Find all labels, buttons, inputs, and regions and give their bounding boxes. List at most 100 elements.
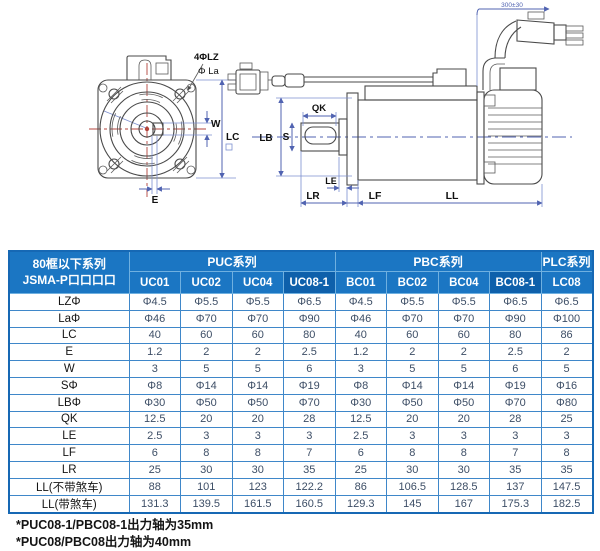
table-cell: 123 — [231, 477, 284, 496]
table-cell: 28 — [489, 410, 542, 429]
table-cell: 147.5 — [540, 477, 594, 496]
series-group-header-1: PBC系列 — [334, 250, 542, 272]
table-cell: Φ50 — [386, 393, 439, 412]
table-cell: 60 — [386, 326, 439, 345]
table-cell: Φ4.5 — [128, 293, 181, 311]
motor-dimension-diagram: 4ΦLZ Φ La W LC E — [89, 2, 584, 207]
table-cell: 30 — [437, 460, 491, 479]
table-cell: Φ90 — [283, 309, 336, 328]
table-cell: 8 — [231, 444, 284, 462]
table-cell: Φ4.5 — [334, 293, 388, 311]
series-header-row: 80框以下系列 JSMA-P口口口口 PUC系列 PBC系列 PLC系列 — [8, 250, 594, 294]
table-cell: Φ46 — [334, 309, 388, 328]
table-cell: 5 — [180, 360, 233, 378]
table-cell: 25 — [128, 460, 181, 479]
table-cell: 1.2 — [128, 343, 181, 362]
table-cell: 35 — [540, 460, 594, 479]
table-cell: 35 — [283, 460, 336, 479]
table-cell: 2 — [540, 343, 594, 362]
dim-label-keyway-offset: E — [152, 195, 159, 206]
flange-square — [97, 79, 197, 179]
table-cell: 7 — [283, 444, 336, 462]
column-header-UC01: UC01 — [128, 271, 181, 294]
table-cell: Φ6.5 — [283, 293, 336, 311]
row-label: LR — [8, 460, 130, 479]
dim-label-shaft-length: LR — [306, 191, 320, 202]
table-cell: 2 — [180, 343, 233, 362]
table-cell: 3 — [386, 427, 439, 446]
table-cell: 182.5 — [540, 494, 594, 514]
table-cell: Φ46 — [128, 309, 181, 328]
row-label: LL(不带煞车) — [8, 477, 130, 496]
table-cell: 8 — [437, 444, 491, 462]
table-cell: 40 — [128, 326, 181, 345]
row-label: LL(带煞车) — [8, 494, 130, 514]
keyway-section — [152, 122, 164, 136]
footnote-shaft-40: *PUC08/PBC08出力轴为40mm — [16, 535, 192, 549]
table-cell: 40 — [334, 326, 388, 345]
table-cell: Φ14 — [180, 376, 233, 395]
column-header-BC01: BC01 — [334, 271, 388, 294]
dim-label-cable-length: 300±30 — [501, 2, 523, 9]
row-label: E — [8, 343, 130, 362]
table-cell: 5 — [386, 360, 439, 378]
table-cell: 131.3 — [128, 494, 181, 514]
table-cell: 101 — [180, 477, 233, 496]
table-cell: Φ100 — [540, 309, 594, 328]
table-cell: 3 — [180, 427, 233, 446]
table-cell: 2.5 — [489, 343, 542, 362]
flange-plate — [346, 92, 359, 186]
table-cell: 25 — [334, 460, 388, 479]
shaft-bore — [138, 120, 156, 138]
row-label: LaΦ — [8, 309, 130, 328]
table-cell: 3 — [437, 427, 491, 446]
table-cell: Φ5.5 — [437, 293, 491, 311]
table-cell: 3 — [334, 360, 388, 378]
table-cell: 3 — [489, 427, 542, 446]
table-cell: Φ5.5 — [180, 293, 233, 311]
table-cell: 5 — [540, 360, 594, 378]
table-cell: 2 — [231, 343, 284, 362]
table-row: LL(不带煞车) 88 101 123 122.2 86 106.5 128.5 137 147.… — [8, 477, 594, 496]
table-cell: 20 — [231, 410, 284, 429]
table-cell: 106.5 — [386, 477, 439, 496]
table-row: LZΦ Φ4.5 Φ5.5 Φ5.5 Φ6.5 Φ4.5 Φ5.5 Φ5.5 Φ6.5 Φ6.5 — [8, 293, 594, 311]
dim-label-body-length: LL — [446, 190, 459, 202]
column-header-UC08-1: UC08-1 — [283, 271, 336, 294]
table-cell: Φ5.5 — [231, 293, 284, 311]
table-cell: 20 — [180, 410, 233, 429]
row-label: LF — [8, 444, 130, 462]
footnote-shaft-35: *PUC08-1/PBC08-1出力轴为35mm — [16, 518, 214, 532]
dim-label-key-length: QK — [312, 103, 326, 114]
table-cell: 167 — [437, 494, 491, 514]
table-cell: 28 — [283, 410, 336, 429]
column-header-BC04: BC04 — [437, 271, 491, 294]
table-cell: 6 — [128, 444, 181, 462]
table-cell: Φ14 — [437, 376, 491, 395]
table-cell: Φ6.5 — [489, 293, 542, 311]
dim-label-flange-boss: Φ La — [198, 66, 220, 77]
table-cell: 60 — [231, 326, 284, 345]
column-header-UC02: UC02 — [180, 271, 233, 294]
table-cell: Φ8 — [334, 376, 388, 395]
table-cell: 5 — [437, 360, 491, 378]
table-cell: 30 — [386, 460, 439, 479]
table-cell: 35 — [489, 460, 542, 479]
table-cell: 3 — [128, 360, 181, 378]
table-cell: 2.5 — [283, 343, 336, 362]
table-cell: Φ50 — [437, 393, 491, 412]
table-cell: 88 — [128, 477, 181, 496]
table-cell: 3 — [231, 427, 284, 446]
table-row: E 1.2 2 2 2.5 1.2 2 2 2.5 2 — [8, 343, 594, 362]
row-label: LE — [8, 427, 130, 446]
dim-label-shoulder-length: LE — [325, 176, 337, 186]
corner-title-line2: JSMA-P口口口口 — [22, 272, 116, 287]
table-cell: 7 — [489, 444, 542, 462]
motor-body — [300, 68, 543, 186]
table-row: LaΦ Φ46 Φ70 Φ70 Φ90 Φ46 Φ70 Φ70 Φ90 Φ100 — [8, 309, 594, 328]
table-cell: 30 — [180, 460, 233, 479]
flange-top-connector — [126, 55, 172, 80]
table-cell: 1.2 — [334, 343, 388, 362]
table-cell: 3 — [540, 427, 594, 446]
